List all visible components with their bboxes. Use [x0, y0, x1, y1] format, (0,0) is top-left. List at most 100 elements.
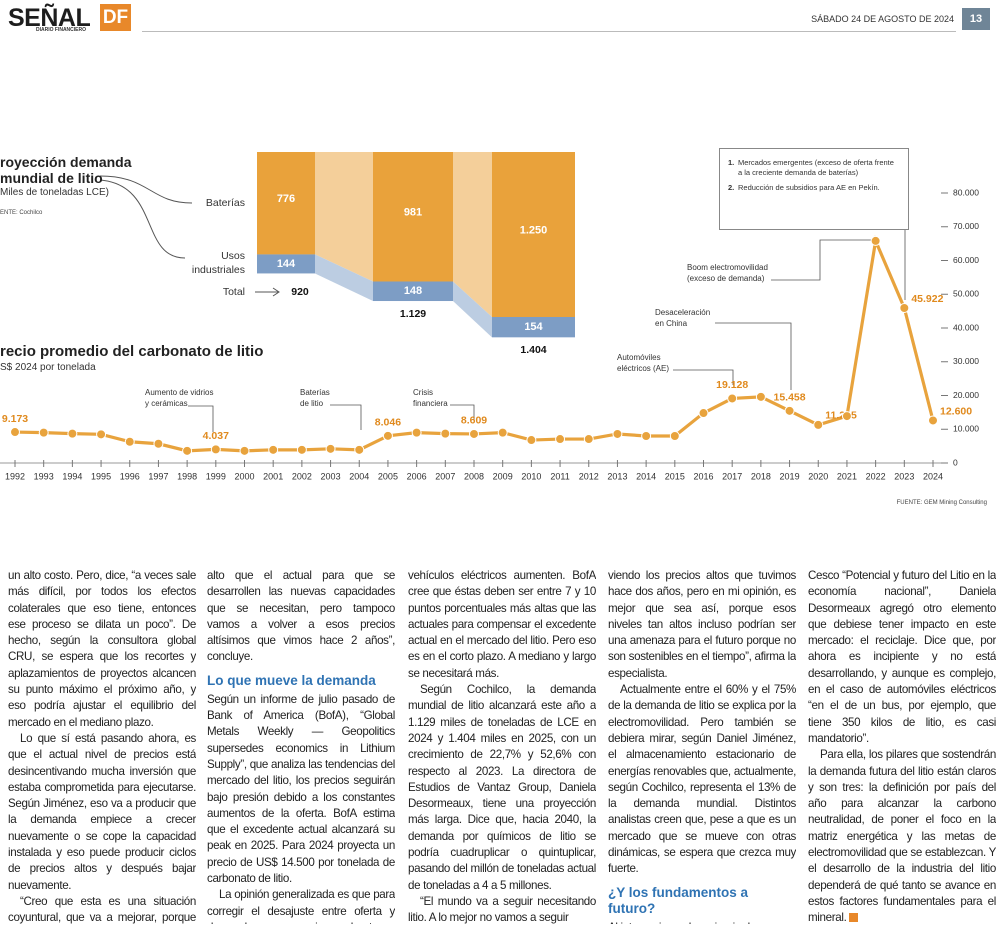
x-tick-label: 1996	[120, 471, 140, 481]
x-tick-label: 1995	[91, 471, 111, 481]
paragraph: Cesco “Potencial y futuro del Litio en l…	[808, 569, 996, 745]
item-number: 2.	[728, 183, 735, 192]
data-point	[210, 444, 221, 455]
x-tick-label: 2008	[464, 471, 484, 481]
x-tick-label: 2003	[321, 471, 341, 481]
data-point	[641, 431, 652, 441]
x-tick-label: 2018	[751, 471, 771, 481]
text-column: viendo los precios altos que tuvimos hac…	[608, 568, 796, 924]
legend-label: Usos industriales	[191, 250, 245, 276]
x-tick-label: 2014	[636, 471, 656, 481]
annotation: financiera	[413, 399, 448, 408]
chart-source: ENTE: Cochilco	[0, 210, 43, 216]
x-tick-label: 2021	[837, 471, 857, 481]
connector	[315, 152, 373, 282]
x-tick-label: 2001	[263, 471, 283, 481]
x-tick-label: 2010	[521, 471, 541, 481]
data-point	[382, 430, 393, 441]
charts: 776 144 920 981 148 1.129 1.250 154 1.404 0 10.000…	[0, 152, 979, 481]
paragraph: un alto costo. Pero, dice, “a veces sale…	[8, 569, 196, 729]
connector	[453, 281, 492, 338]
data-point	[583, 434, 594, 445]
x-tick-label: 2011	[550, 471, 569, 481]
x-tick-label: 1997	[148, 471, 168, 481]
data-label: 154	[524, 321, 543, 333]
x-tick-label: 1998	[177, 471, 197, 481]
data-label: 9.173	[2, 413, 28, 425]
item-text: Mercados emergentes (exceso de oferta fr…	[738, 158, 894, 177]
x-tick-label: 2023	[894, 471, 914, 481]
annotation: Desaceleración	[655, 308, 710, 317]
y-tick-label: 30.000	[953, 356, 979, 366]
paragraph: Lo que sí está pasando ahora, es que el …	[8, 731, 196, 892]
x-tick-label: 1992	[5, 471, 25, 481]
annotation-box: 1. Mercados emergentes (exceso de oferta …	[719, 148, 909, 230]
annotation: Crisis	[413, 388, 433, 397]
text-column: Cesco “Potencial y futuro del Litio en l…	[808, 568, 996, 924]
data-point	[354, 444, 365, 455]
annotation: Aumento de vidrios	[145, 388, 213, 397]
paragraph: Actualmente entre el 60% y el 75% de la …	[608, 683, 796, 876]
annotation: Baterías	[300, 388, 330, 397]
annotation-leader	[771, 239, 877, 281]
legend-label: Baterías	[205, 197, 245, 209]
x-tick-label: 1999	[206, 471, 226, 481]
data-point	[10, 427, 20, 438]
annotation: de litio	[300, 399, 324, 408]
data-label: 45.922	[911, 293, 943, 305]
brand: SEÑAL	[8, 4, 91, 32]
data-point	[870, 235, 881, 246]
annotation: en China	[655, 319, 688, 328]
data-point	[96, 429, 107, 440]
text-column: vehículos eléctricos aumenten. BofA cree…	[408, 568, 596, 924]
data-label: 4.037	[203, 430, 229, 442]
data-point	[182, 445, 193, 456]
annotation-leader	[450, 404, 475, 420]
data-label: 8.046	[375, 417, 401, 429]
data-label: 144	[277, 258, 296, 270]
data-label: 15.458	[774, 392, 806, 404]
bar-segment	[492, 317, 575, 338]
y-tick-label: 60.000	[953, 255, 979, 265]
total-value: 920	[291, 286, 309, 298]
data-label: 12.600	[940, 405, 972, 417]
data-label: 981	[404, 207, 422, 219]
x-tick-label: 2024	[923, 471, 943, 481]
data-point	[124, 436, 135, 447]
data-label: 8.609	[461, 415, 487, 427]
paragraph: viendo los precios altos que tuvimos hac…	[608, 569, 796, 680]
legend-connector	[99, 175, 193, 204]
data-point	[755, 391, 766, 402]
x-tick-label: 2020	[808, 471, 828, 481]
paragraph: alto que el actual para que se desarroll…	[207, 569, 395, 664]
y-tick-label: 10.000	[953, 424, 979, 434]
x-tick-label: 2017	[722, 471, 742, 481]
x-tick-label: 2006	[407, 471, 427, 481]
annotation: eléctricos (AE)	[617, 364, 669, 373]
x-tick-label: 2019	[780, 471, 800, 481]
data-point	[928, 415, 938, 426]
annotation-leader	[188, 405, 214, 432]
data-point	[555, 434, 566, 445]
item-number: 1.	[728, 158, 735, 167]
y-tick-label: 20.000	[953, 390, 979, 400]
data-point	[669, 431, 680, 441]
total-label: Total	[222, 286, 245, 298]
x-tick-label: 2022	[866, 471, 886, 481]
x-tick-label: 1994	[62, 471, 82, 481]
date: SÁBADO 24 DE AGOSTO DE 2024	[811, 14, 954, 24]
paragraph: Según Cochilco, la demanda mundial de li…	[408, 683, 596, 892]
data-point	[497, 427, 508, 438]
connector	[315, 254, 373, 302]
bar-segment	[492, 152, 575, 317]
x-tick-label: 2015	[665, 471, 685, 481]
paragraph: vehículos eléctricos aumenten. BofA cree…	[408, 569, 596, 680]
x-tick-label: 2009	[493, 471, 513, 481]
total-arrow	[255, 287, 280, 297]
paragraph: La opinión generalizada es que para corr…	[207, 888, 395, 924]
data-label: 776	[277, 193, 295, 205]
data-point	[813, 419, 824, 430]
x-tick-label: 2007	[435, 471, 455, 481]
bar-segment	[373, 281, 453, 302]
data-point	[268, 444, 279, 455]
